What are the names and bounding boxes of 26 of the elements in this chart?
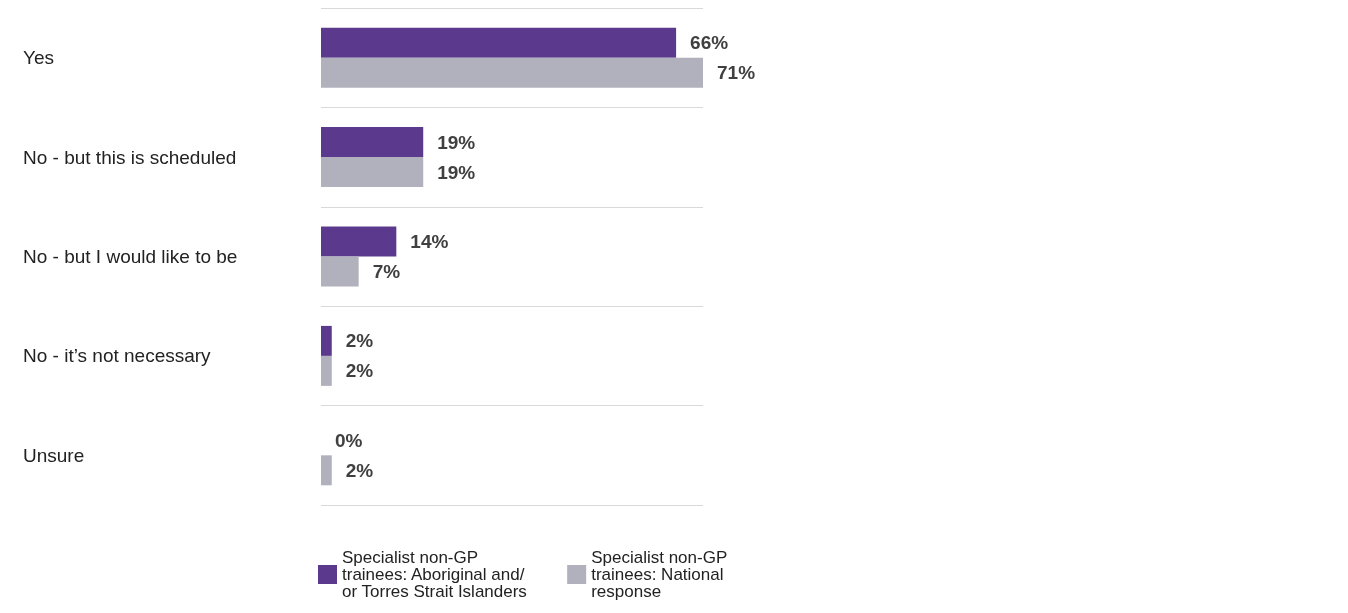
data-label: 19% — [437, 131, 476, 153]
y-tick-label: No - but I would like to be — [23, 246, 238, 267]
data-label: 0% — [335, 429, 363, 451]
legend-label: Specialist non-GP trainees: Aboriginal and/or Torres Strait Islanders — [342, 548, 527, 601]
y-tick-label: Unsure — [23, 444, 85, 466]
bar — [321, 127, 424, 158]
y-tick-label: No - it’s not necessary — [23, 345, 212, 367]
bar — [321, 57, 703, 88]
data-label: 71% — [717, 62, 756, 84]
bar — [321, 256, 359, 287]
bar — [321, 226, 397, 257]
bar — [321, 27, 677, 58]
data-label: 2% — [345, 360, 374, 382]
data-label: 14% — [410, 231, 449, 252]
y-tick-label: Yes — [23, 47, 54, 69]
bar — [321, 355, 332, 386]
bar — [321, 325, 332, 356]
data-label: 2% — [345, 459, 374, 481]
data-label: 19% — [437, 161, 476, 183]
data-label: 2% — [345, 330, 374, 352]
data-label: 7% — [372, 261, 401, 282]
legend-label: Specialist non-GP trainees: National response — [591, 548, 732, 601]
bar — [321, 157, 424, 188]
data-label: 66% — [690, 32, 729, 54]
y-tick-label: No - but this is scheduled — [23, 146, 237, 168]
bar — [321, 455, 332, 486]
